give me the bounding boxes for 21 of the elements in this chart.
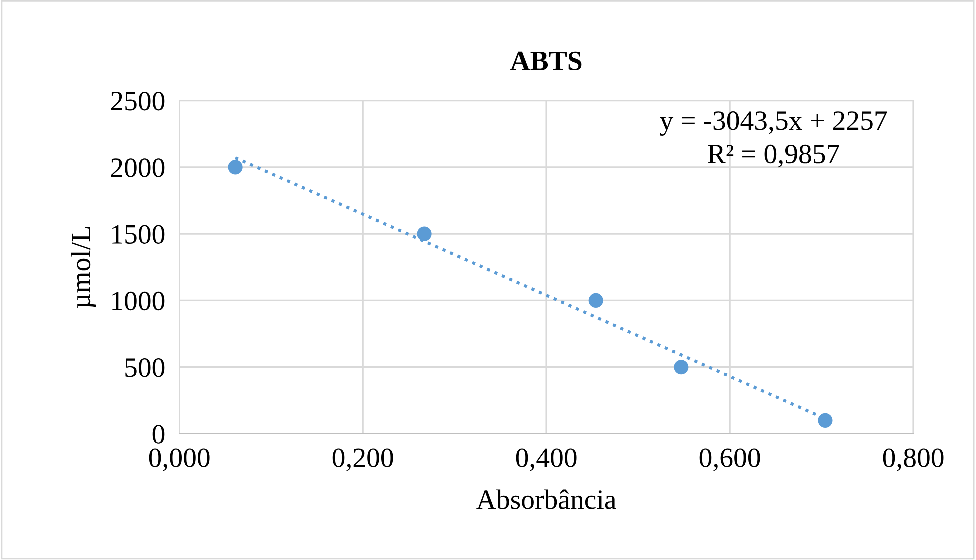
x-tick-label: 0,800: [883, 448, 944, 472]
x-tick-label: 0,400: [516, 448, 577, 472]
point: [417, 226, 432, 242]
chart-title: ABTS: [510, 52, 582, 71]
x-tick-label: 0,000: [149, 448, 210, 472]
y-tick-label: 2000: [111, 158, 165, 178]
y-tick-label: 2500: [111, 92, 165, 111]
point: [674, 360, 689, 375]
y-tick-label: 500: [126, 358, 165, 378]
y-tick-label: 1500: [112, 225, 165, 244]
point: [588, 293, 604, 308]
point: [818, 413, 833, 428]
annotation: y = -3043,5x + 2257: [660, 112, 888, 136]
x-tick-label: 0,600: [700, 448, 760, 472]
point: [228, 160, 243, 175]
y-tick-label: 1000: [112, 292, 165, 311]
x-tick-label: 0,200: [332, 448, 394, 472]
annotation: R² = 0,9857: [708, 144, 840, 168]
y-axis-title: µmol/L: [71, 227, 96, 308]
y-tick-label: 0: [152, 425, 165, 444]
x-axis-title: Absorbância: [476, 490, 616, 510]
